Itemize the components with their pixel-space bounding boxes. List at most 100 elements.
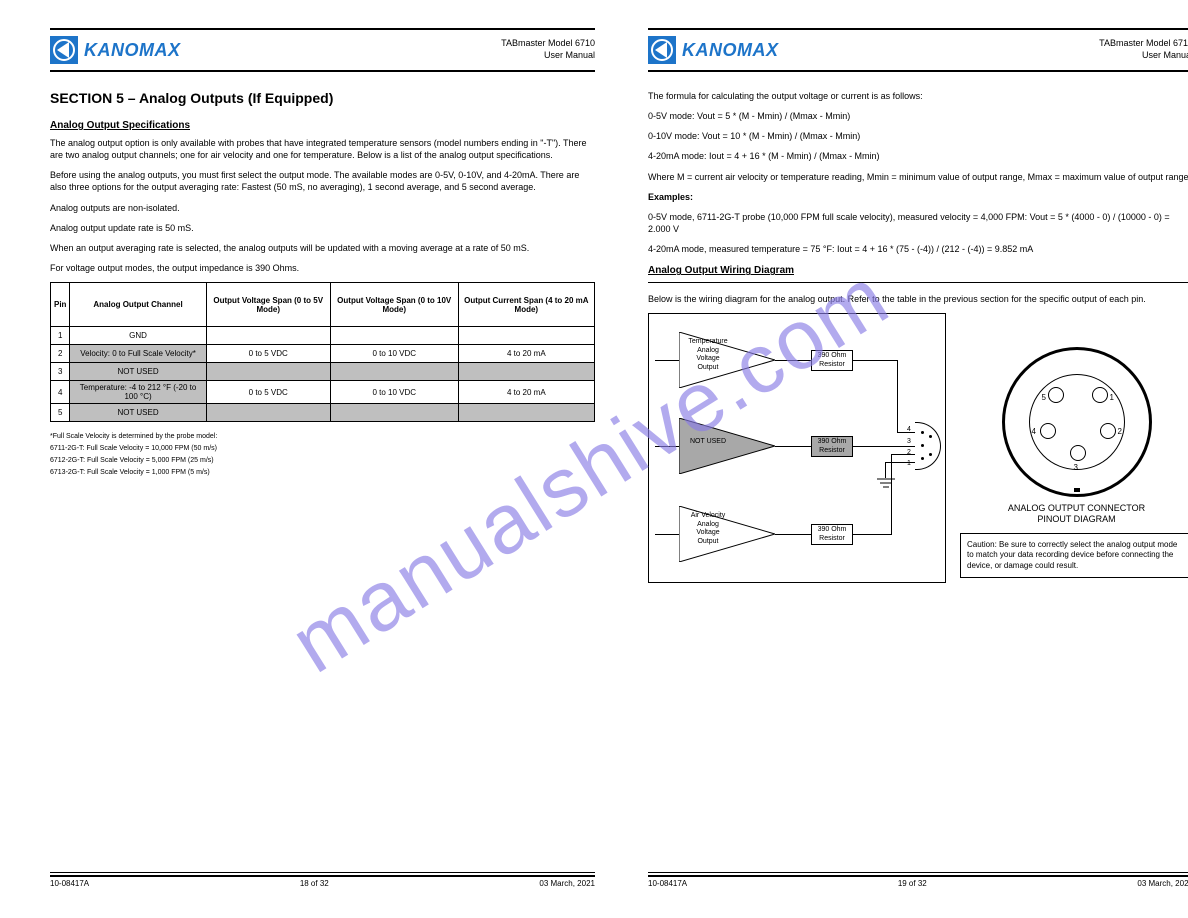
header-line1: TABmaster Model 6710 [1099,38,1188,50]
formula: 4-20mA mode: Iout = 4 + 16 * (M - Mmin) … [648,150,1188,162]
example: 0-5V mode, 6711-2G-T probe (10,000 FPM f… [648,211,1188,235]
table-header: Analog Output Channel [70,283,206,327]
top-rule [50,28,595,30]
thin-rule [648,282,1188,283]
connector-key-icon [1074,488,1080,492]
header-title: TABmaster Model 6710 User Manual [1099,38,1188,61]
table-cell [330,327,458,345]
header-row: KANOMAX TABmaster Model 6710 User Manual [50,36,595,64]
table-header: Output Current Span (4 to 20 mA Mode) [458,283,594,327]
wire [853,360,897,361]
page-right: KANOMAX TABmaster Model 6710 User Manual… [648,28,1188,888]
pin-number: 4 [907,426,911,433]
connector-column: 1 2 3 4 5 ANALOG OUTPUT CONNECTORPINOUT … [960,313,1188,578]
header-line2: User Manual [1099,50,1188,62]
socket-pin1 [1092,387,1108,403]
amp-label-temperature: TemperatureAnalogVoltageOutput [683,338,733,372]
table-cell: GND [70,327,206,345]
socket-pin2 [1100,423,1116,439]
wiring-diagram: TemperatureAnalogVoltageOutput 390 OhmRe… [648,313,946,583]
footer: 10-08417A 19 of 32 03 March, 2021 [648,872,1188,888]
table-header: Output Voltage Span (0 to 5V Mode) [206,283,330,327]
kanomax-logo-icon [648,36,676,64]
ground-icon [877,478,895,492]
table-cell [458,327,594,345]
table-note: 6711-2G-T: Full Scale Velocity = 10,000 … [50,444,595,453]
socket-pin4 [1040,423,1056,439]
table-cell: 4 to 20 mA [458,345,594,363]
paragraph: Below is the wiring diagram for the anal… [648,293,1188,305]
table-cell: NOT USED [70,363,206,381]
footer-docnum: 10-08417A [648,879,687,888]
wire [897,360,898,432]
table-cell: 0 to 10 VDC [330,345,458,363]
table-cell: 1 [51,327,70,345]
wire [891,454,892,535]
resistor-unused: 390 OhmResistor [811,436,853,457]
wire [885,462,886,478]
wire [885,462,919,463]
connector-front-view: 1 2 3 4 5 [1002,347,1152,497]
header-rule [648,70,1188,72]
paragraph: Where M = current air velocity or temper… [648,171,1188,183]
table-cell [330,363,458,381]
resistor: 390 OhmResistor [811,350,853,371]
list-item: Analog output update rate is 50 mS. [50,222,595,234]
socket-pin3 [1070,445,1086,461]
table-cell: 4 [51,381,70,404]
formula: 0-10V mode: Vout = 10 * (M - Mmin) / (Mm… [648,130,1188,142]
socket-label: 4 [1032,427,1036,436]
socket-label: 5 [1042,393,1046,402]
wire [775,446,811,447]
connector-inner-ring: 1 2 3 4 5 [1029,374,1125,470]
pin-number: 1 [907,460,911,467]
footer-row: 10-08417A 19 of 32 03 March, 2021 [648,877,1188,888]
paragraph: The analog output option is only availab… [50,137,595,161]
socket-label: 1 [1110,393,1114,402]
socket-label: 2 [1118,427,1122,436]
table-cell: 4 to 20 mA [458,381,594,404]
connector-title: ANALOG OUTPUT CONNECTORPINOUT DIAGRAM [960,503,1188,525]
table-cell: 2 [51,345,70,363]
footer-rule-thin [648,872,1188,873]
table-cell: NOT USED [70,404,206,422]
table-cell: 5 [51,404,70,422]
wire [853,534,891,535]
wire [775,534,811,535]
wire [655,360,679,361]
table-cell: 0 to 5 VDC [206,381,330,404]
table-note: *Full Scale Velocity is determined by th… [50,432,595,441]
footer: 10-08417A 18 of 32 03 March, 2021 [50,872,595,888]
pin-number: 3 [907,438,911,445]
formula: 0-5V mode: Vout = 5 * (M - Mmin) / (Mmax… [648,110,1188,122]
table-cell [458,404,594,422]
footer-pagenum: 18 of 32 [300,879,329,888]
header-rule [50,70,595,72]
table-note: 6712-2G-T: Full Scale Velocity = 5,000 F… [50,456,595,465]
subsection-title: Analog Output Wiring Diagram [648,265,1188,276]
examples-heading: Examples: [648,191,1188,203]
spec-table: Pin Analog Output Channel Output Voltage… [50,282,595,422]
table-cell [206,404,330,422]
kanomax-logo-icon [50,36,78,64]
brand-name: KANOMAX [84,40,181,61]
paragraph: Before using the analog outputs, you mus… [50,169,595,193]
header-line2: User Manual [501,50,595,62]
footer-date: 03 March, 2021 [539,879,595,888]
list-item: For voltage output modes, the output imp… [50,262,595,274]
table-cell: 0 to 5 VDC [206,345,330,363]
table-cell [206,363,330,381]
table-cell [330,404,458,422]
header-title: TABmaster Model 6710 User Manual [501,38,595,61]
footer-docnum: 10-08417A [50,879,89,888]
table-cell [206,327,330,345]
wire [775,360,811,361]
footer-row: 10-08417A 18 of 32 03 March, 2021 [50,877,595,888]
socket-pin5 [1048,387,1064,403]
amp-label-unused: NOT USED [683,438,733,446]
table-note: 6713-2G-T: Full Scale Velocity = 1,000 F… [50,468,595,477]
pin-number: 2 [907,449,911,456]
caution-box: Caution: Be sure to correctly select the… [960,533,1188,578]
table-header: Pin [51,283,70,327]
footer-rule-thin [50,872,595,873]
